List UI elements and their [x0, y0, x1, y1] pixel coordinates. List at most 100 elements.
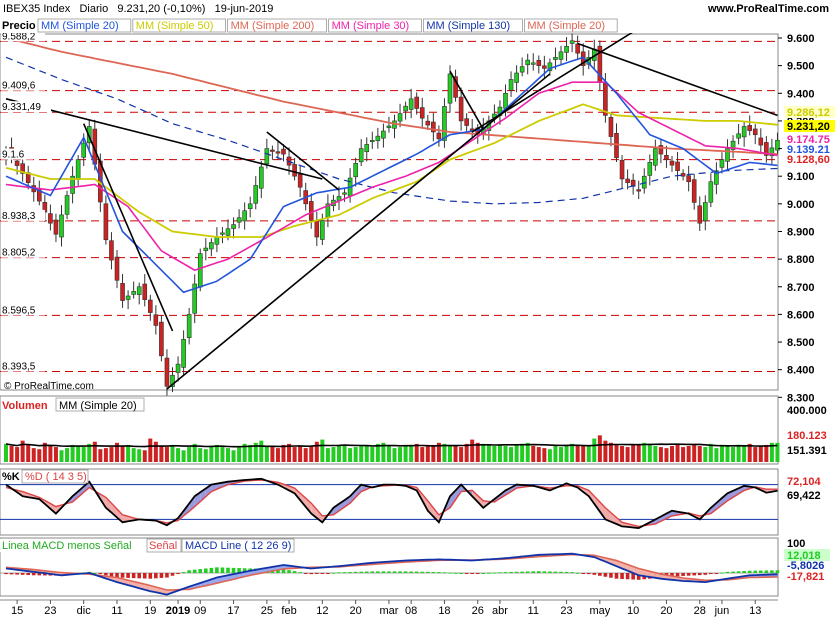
x-axis-label: jun — [714, 605, 730, 617]
legend-item: MM (Simple 130) — [426, 20, 510, 32]
macd-hist-bar — [775, 570, 780, 573]
volume-bar — [647, 444, 652, 462]
volume-bar — [436, 442, 441, 462]
volume-bar — [403, 446, 408, 462]
trendline — [449, 70, 484, 130]
level-label-bg — [1, 30, 45, 42]
macd-hist-bar — [509, 571, 513, 573]
volume-bar — [192, 443, 197, 462]
macd-hist-bar — [359, 571, 363, 573]
stoch-fill — [72, 491, 79, 502]
volume-bar — [398, 447, 403, 462]
candle-body — [564, 45, 569, 53]
macd-hist-bar — [281, 569, 286, 573]
volume-bar — [409, 444, 414, 462]
x-axis-label: 11 — [111, 605, 122, 617]
macd-hist-bar — [93, 573, 97, 574]
macd-hist-bar — [298, 572, 302, 574]
macd-hist-bar — [614, 573, 619, 579]
macd-line — [5, 552, 778, 596]
candle-body — [653, 148, 658, 166]
volume-bar — [431, 444, 436, 462]
macd-hist-bar — [492, 572, 497, 574]
value-label-bg — [784, 120, 835, 132]
stoch-fill — [505, 487, 512, 496]
macd-hist-bar — [287, 570, 291, 573]
legend-item-box — [422, 18, 523, 33]
volume-bar — [248, 444, 253, 462]
candle-body — [109, 240, 114, 261]
candle-body — [320, 220, 325, 240]
macd-hist-bar — [459, 573, 463, 574]
macd-hist-bar — [437, 572, 441, 574]
level-label-bg — [1, 304, 45, 316]
volume-bar — [259, 440, 264, 462]
volume-bar — [758, 446, 763, 462]
volume-bar — [731, 447, 736, 462]
stoch-fill — [655, 516, 661, 525]
volume-bar — [531, 446, 536, 462]
candle-body — [575, 43, 580, 54]
volume-bar — [692, 444, 697, 462]
macd-hist-bar — [770, 570, 774, 573]
candle-body — [736, 133, 741, 139]
x-axis-label: 23 — [44, 605, 56, 617]
macd-hist-bar — [475, 573, 480, 574]
volume-legend: MM (Simple 20) — [59, 400, 137, 412]
candle-body — [136, 286, 142, 295]
volume-ma-value-label: 151.391 — [787, 445, 827, 457]
candle-body — [569, 40, 575, 44]
macd-hist-bar — [204, 568, 208, 573]
last-quote: 9.231,20 (-0,10%) — [117, 3, 206, 15]
candle-body — [553, 57, 558, 60]
macd-hist-bar — [631, 573, 635, 580]
candle-body — [691, 179, 697, 203]
level-label: 9.588,2 — [2, 31, 36, 42]
candle-body — [192, 283, 197, 314]
candle-body — [752, 128, 758, 136]
volume-bar — [275, 448, 280, 462]
sma130-line — [5, 56, 778, 205]
stoch-fill — [350, 490, 356, 504]
trendline — [5, 98, 323, 180]
panel-label-price: Precio — [2, 20, 36, 32]
volume-bar — [87, 443, 92, 462]
value-label-bg — [784, 549, 830, 561]
volume-bar — [481, 443, 486, 462]
volume-bar — [764, 444, 769, 462]
volume-bar — [570, 443, 575, 462]
macd-hist-bar — [337, 572, 341, 574]
macd-hist-bar — [431, 571, 436, 573]
value-label: 9.231,20 — [787, 121, 830, 133]
macd-hist-bar — [148, 573, 153, 579]
volume-bar — [553, 446, 558, 462]
macd-hist-bar — [586, 573, 591, 575]
volume-bar — [753, 447, 758, 462]
volume-bar — [592, 438, 597, 462]
volume-bar — [20, 440, 25, 462]
candle-body — [614, 132, 619, 159]
macd-hist-bar — [192, 569, 197, 573]
candle-body — [14, 160, 20, 166]
macd-hist-bar — [531, 571, 536, 573]
website-label[interactable]: www.ProRealTime.com — [707, 3, 829, 15]
candle-body — [292, 164, 297, 177]
macd-hist-bar — [464, 573, 469, 574]
volume-bar — [386, 446, 391, 462]
macd-hist-bar — [20, 573, 25, 575]
volume-bar — [414, 443, 419, 462]
candle-body — [758, 137, 764, 146]
stoch-fill — [344, 496, 351, 508]
volume-bar — [625, 447, 630, 462]
price-tick-label: 9.000 — [787, 199, 815, 211]
volume-bar — [209, 446, 214, 462]
macd-hist-bar — [353, 571, 358, 573]
candle-body — [64, 195, 70, 215]
candle-body — [636, 189, 642, 192]
x-axis-label: 11 — [528, 605, 539, 617]
legend-item-box — [37, 18, 132, 33]
volume-bar — [31, 448, 36, 462]
candle-body — [725, 148, 730, 162]
macd-line-legend: MACD Line ( 12 26 9) — [185, 540, 291, 552]
volume-bar — [203, 449, 208, 462]
